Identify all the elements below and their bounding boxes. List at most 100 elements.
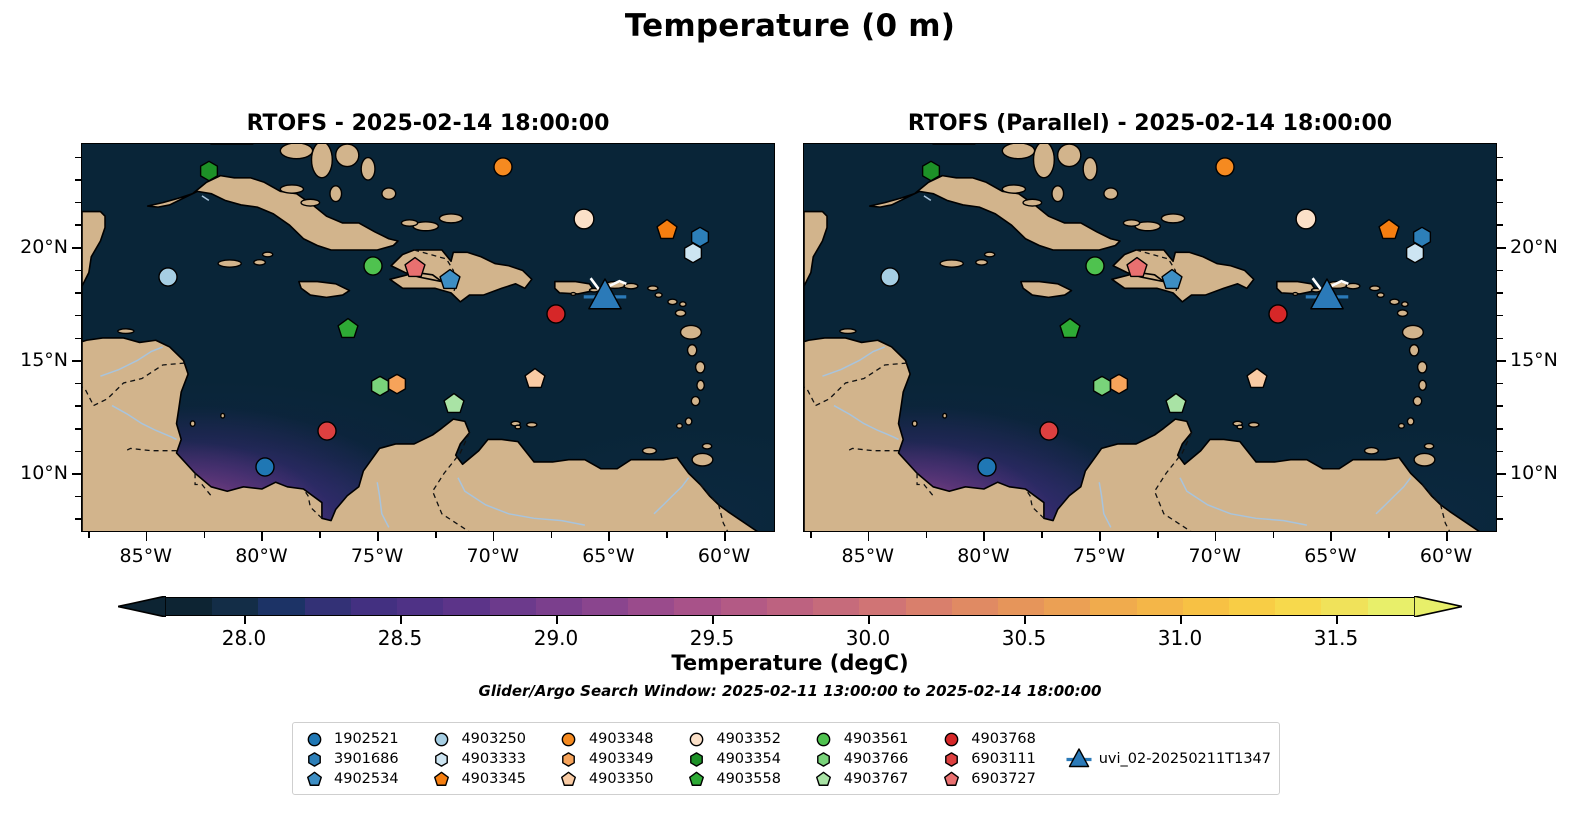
legend-entry-4903354[interactable]: 4903354 [683,749,810,769]
float-marker-4903354[interactable] [916,156,946,186]
coastline-layer-rtofs-parallel [804,144,1480,531]
y-minor-tick [1497,518,1503,521]
map-frame-rtofs-parallel[interactable] [803,143,1497,532]
pentagon-marker-icon [683,769,709,789]
float-marker-1902521[interactable] [972,452,1002,482]
y-tick-label: 15°N [20,349,68,372]
legend-label: 3901686 [334,751,399,767]
float-marker-4903767[interactable] [439,389,469,419]
colorbar-segment [1044,598,1091,615]
legend-entry-4903349[interactable]: 4903349 [556,749,683,769]
y-major-tick [1497,247,1506,249]
y-minor-tick [75,427,81,430]
y-minor-tick [1497,405,1503,407]
float-marker-4903250[interactable] [875,262,905,292]
legend-label: 4903352 [716,731,781,747]
float-marker-4903333[interactable] [678,238,708,268]
float-marker-4903767[interactable] [1161,389,1191,419]
legend-entry-4903348[interactable]: 4903348 [556,729,683,749]
float-marker-4903348[interactable] [488,152,518,182]
map-panel-rtofs-parallel[interactable]: RTOFS (Parallel) - 2025-02-14 18:00:00 8… [803,111,1558,567]
float-marker-4903558[interactable] [333,314,363,344]
map-panel-rtofs[interactable]: RTOFS - 2025-02-14 18:00:00 85°W 80°W 75°W… [20,111,775,567]
legend-label: 6903111 [971,751,1036,767]
y-minor-tick [1497,427,1503,430]
float-marker-4903349[interactable] [382,369,412,399]
colorbar-segment [720,598,767,615]
float-marker-4903350[interactable] [520,364,550,394]
float-marker-6903727[interactable] [400,253,430,283]
float-marker-4903558[interactable] [1055,314,1085,344]
legend-entry-4903352[interactable]: 4903352 [683,729,810,749]
legend-entry-4902534[interactable]: 4902534 [301,769,428,789]
float-marker-4903561[interactable] [358,251,388,281]
float-marker-4903349[interactable] [1104,369,1134,399]
y-minor-tick [1497,450,1503,453]
float-marker-4903768[interactable] [1263,299,1293,329]
float-marker-4903348[interactable] [1210,152,1240,182]
x-minor-tick [925,532,928,538]
float-marker-4903345[interactable] [652,215,682,245]
colorbar[interactable]: 28.0 28.5 29.0 29.5 30.0 30.5 31.0 31.5 [118,596,1462,650]
legend-entry-1902521[interactable]: 1902521 [301,729,428,749]
legend-entry-6903111[interactable]: 6903111 [938,749,1065,769]
float-marker-4903561[interactable] [1080,251,1110,281]
legend-box[interactable]: 1902521 4903250 4903348 4903352 4903561 49037… [292,722,1280,795]
circle-marker-icon [428,729,454,749]
float-marker-6903111[interactable] [312,416,342,446]
float-marker-4903345[interactable] [1374,215,1404,245]
x-major-tick [377,532,379,541]
x-major-tick [145,532,148,541]
float-marker-4903250[interactable] [153,262,183,292]
float-marker-uvi_02-20250211T1347[interactable] [1305,275,1349,317]
colorbar-tick-label: 29.0 [533,626,579,650]
pentagon-marker-icon [938,769,964,789]
float-marker-4903352[interactable] [568,203,600,235]
colorbar-tick-label: 29.5 [689,626,735,650]
float-marker-4903352[interactable] [1290,203,1322,235]
x-tick-label: 70°W [466,545,519,567]
x-tick-label: 60°W [1419,545,1473,567]
pentagon-marker-icon [811,769,837,789]
float-marker-6903727[interactable] [1122,253,1152,283]
legend-entry-4903345[interactable]: 4903345 [428,769,555,789]
x-tick-label: 65°W [1304,545,1357,567]
x-major-tick [983,532,986,541]
legend-label: 4903561 [843,731,909,747]
legend-label: 4903350 [588,771,654,787]
legend-label: 4903333 [461,751,527,767]
colorbar-segment [905,598,952,615]
legend-entry-4903768[interactable]: 4903768 [938,729,1065,749]
float-marker-4903768[interactable] [541,299,571,329]
y-minor-tick [75,224,81,226]
x-tick-label: 80°W [235,545,288,567]
colorbar-segment [304,598,351,615]
float-marker-4902534[interactable] [1157,265,1187,295]
legend-entry-4903350[interactable]: 4903350 [556,769,683,789]
legend-entry-4903767[interactable]: 4903767 [811,769,938,789]
legend-entry-3901686[interactable]: 3901686 [301,749,428,769]
float-marker-4903350[interactable] [1242,364,1272,394]
legend-entry-4903561[interactable]: 4903561 [811,729,938,749]
float-marker-4902534[interactable] [435,265,465,295]
legend-entry-uvi_02-20250211T1347[interactable]: uvi_02-20250211T1347 [1066,748,1271,769]
colorbar-segment [350,598,398,615]
legend-entry-4903333[interactable]: 4903333 [428,749,555,769]
colorbar-segment [166,598,213,615]
float-marker-uvi_02-20250211T1347[interactable] [583,275,627,317]
map-frame-rtofs[interactable] [81,143,775,532]
float-marker-1902521[interactable] [250,452,280,482]
legend-entry-4903558[interactable]: 4903558 [683,769,810,789]
y-minor-tick [75,382,81,385]
x-major-tick [608,532,611,541]
float-marker-4903333[interactable] [1400,238,1430,268]
legend-entry-6903727[interactable]: 6903727 [938,769,1065,789]
legend-entry-4903766[interactable]: 4903766 [811,749,938,769]
x-tick-label: 60°W [697,545,751,567]
float-marker-4903354[interactable] [194,156,224,186]
float-marker-6903111[interactable] [1034,416,1064,446]
y-minor-tick [1497,269,1503,272]
legend-entry-4903250[interactable]: 4903250 [428,729,555,749]
colorbar-segment [535,598,582,615]
y-minor-tick [75,156,81,159]
